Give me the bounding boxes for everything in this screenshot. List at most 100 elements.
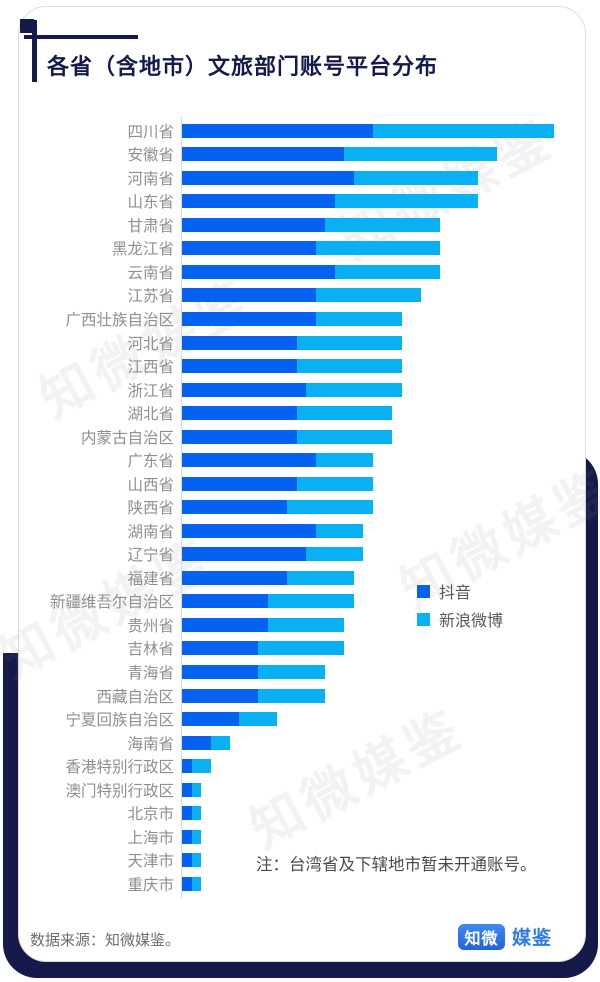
chart-row: 福建省 xyxy=(0,566,600,590)
bar-segment-douyin xyxy=(182,688,259,703)
title-deco-horizontal-line xyxy=(24,35,138,39)
bar-segment-douyin xyxy=(182,288,316,303)
chart-row: 四川省 xyxy=(0,119,600,143)
bar-segment-douyin xyxy=(182,594,268,609)
category-label: 山东省 xyxy=(127,194,174,212)
stacked-bar xyxy=(182,570,354,585)
bar-segment-douyin xyxy=(182,476,297,491)
stacked-bar xyxy=(182,876,202,891)
legend-label-weibo: 新浪微博 xyxy=(439,613,504,630)
chart-row: 天津市 xyxy=(0,848,600,872)
stacked-bar xyxy=(182,500,373,515)
chart-row: 新疆维吾尔自治区 xyxy=(0,590,600,614)
chart-row: 宁夏回族自治区 xyxy=(0,707,600,731)
bar-segment-douyin xyxy=(182,547,307,562)
bar-segment-douyin xyxy=(182,406,297,421)
bar-segment-douyin xyxy=(182,712,240,727)
weibo-swatch-icon xyxy=(417,612,430,626)
zhiwei-logo: 知微 媒鉴 xyxy=(458,923,552,950)
chart-row: 海南省 xyxy=(0,731,600,755)
category-label: 辽宁省 xyxy=(127,547,174,565)
bar-segment-douyin xyxy=(182,664,259,679)
stacked-bar xyxy=(182,829,202,844)
chart-row: 西藏自治区 xyxy=(0,684,600,708)
stacked-bar xyxy=(182,712,278,727)
bar-segment-weibo xyxy=(353,170,479,185)
category-label: 香港特别行政区 xyxy=(65,759,174,777)
bar-segment-weibo xyxy=(191,782,202,797)
bar-segment-weibo xyxy=(296,359,402,374)
chart-row: 澳门特别行政区 xyxy=(0,778,600,802)
category-label: 重庆市 xyxy=(127,876,174,894)
category-label: 天津市 xyxy=(127,853,174,871)
bar-segment-douyin xyxy=(182,829,192,844)
stacked-bar xyxy=(182,476,373,491)
stacked-bar xyxy=(182,523,364,538)
category-label: 海南省 xyxy=(127,735,174,753)
stacked-bar xyxy=(182,782,202,797)
bar-segment-weibo xyxy=(191,853,202,868)
stacked-bar xyxy=(182,217,440,232)
bar-segment-douyin xyxy=(182,523,316,538)
bar-segment-douyin xyxy=(182,382,307,397)
category-label: 新疆维吾尔自治区 xyxy=(49,594,174,612)
bar-segment-weibo xyxy=(315,453,373,468)
bar-segment-weibo xyxy=(239,712,278,727)
chart-row: 安徽省 xyxy=(0,143,600,167)
bar-segment-weibo xyxy=(191,806,202,821)
bar-segment-douyin xyxy=(182,759,192,774)
bar-segment-douyin xyxy=(182,735,211,750)
chart-row: 浙江省 xyxy=(0,378,600,402)
chart-row: 北京市 xyxy=(0,801,600,825)
bar-segment-weibo xyxy=(334,264,440,279)
legend: 抖音 新浪微博 xyxy=(417,577,503,633)
title-deco-vertical-line xyxy=(32,20,37,82)
bar-segment-weibo xyxy=(315,241,440,256)
stacked-bar xyxy=(182,735,230,750)
bar-segment-douyin xyxy=(182,876,192,891)
bar-segment-weibo xyxy=(296,476,373,491)
stacked-bar xyxy=(182,664,326,679)
bar-segment-douyin xyxy=(182,217,326,232)
chart-row: 甘肃省 xyxy=(0,213,600,237)
bar-segment-douyin xyxy=(182,335,297,350)
category-label: 湖南省 xyxy=(127,523,174,541)
data-source: 数据来源：知微媒鉴。 xyxy=(30,932,181,949)
category-label: 北京市 xyxy=(127,806,174,824)
stacked-bar xyxy=(182,453,373,468)
stacked-bar xyxy=(182,382,402,397)
bar-segment-weibo xyxy=(210,735,230,750)
zhiwei-logo-box: 知微 xyxy=(458,923,505,950)
bar-segment-weibo xyxy=(258,664,326,679)
stacked-bar xyxy=(182,641,345,656)
category-label: 西藏自治区 xyxy=(96,688,174,706)
category-label: 湖北省 xyxy=(127,406,174,424)
stacked-bar xyxy=(182,617,345,632)
category-label: 内蒙古自治区 xyxy=(80,429,174,447)
bar-segment-douyin xyxy=(182,147,345,162)
chart-note: 注：台湾省及下辖地市暂未开通账号。 xyxy=(256,856,537,874)
chart-row: 青海省 xyxy=(0,660,600,684)
category-label: 澳门特别行政区 xyxy=(65,782,174,800)
bar-segment-douyin xyxy=(182,782,192,797)
bar-segment-douyin xyxy=(182,570,288,585)
chart-row: 山东省 xyxy=(0,190,600,214)
stacked-bar xyxy=(182,406,393,421)
douyin-swatch-icon xyxy=(417,584,430,598)
stacked-bar xyxy=(182,594,354,609)
category-label: 甘肃省 xyxy=(127,217,174,235)
bar-segment-douyin xyxy=(182,453,316,468)
legend-item-weibo: 新浪微博 xyxy=(417,605,503,633)
chart-row: 内蒙古自治区 xyxy=(0,425,600,449)
category-label: 广东省 xyxy=(127,453,174,471)
bar-segment-weibo xyxy=(306,382,402,397)
bar-segment-douyin xyxy=(182,806,192,821)
chart-row: 湖北省 xyxy=(0,401,600,425)
category-label: 青海省 xyxy=(127,664,174,682)
bar-segment-weibo xyxy=(296,406,393,421)
bar-segment-weibo xyxy=(334,194,479,209)
bar-segment-douyin xyxy=(182,123,373,138)
bar-segment-douyin xyxy=(182,241,316,256)
category-label: 安徽省 xyxy=(127,147,174,165)
category-label: 贵州省 xyxy=(127,617,174,635)
